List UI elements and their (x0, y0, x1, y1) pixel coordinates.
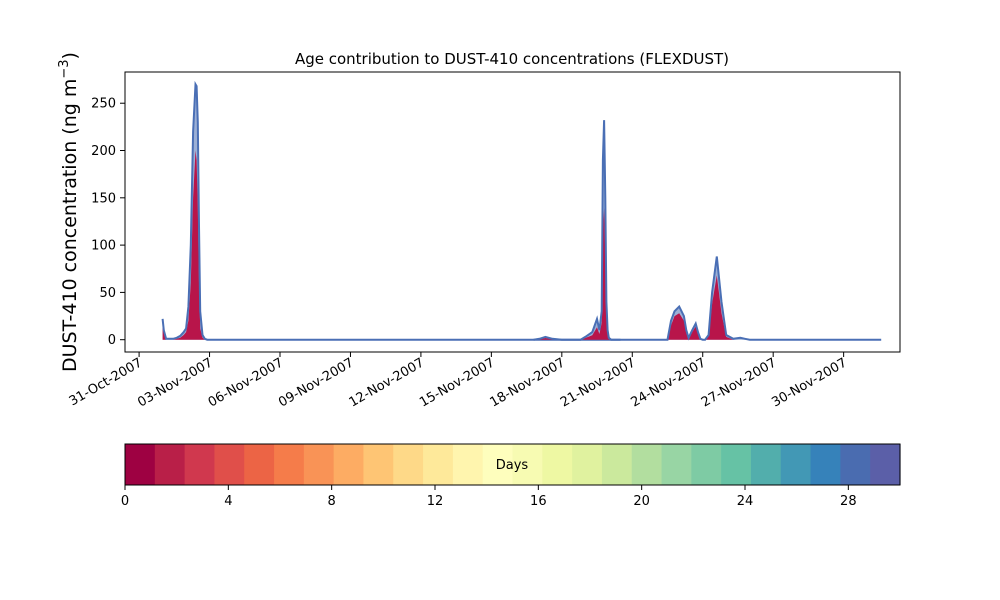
colorbar-tick-label: 24 (737, 494, 754, 509)
colorbar-cell (870, 444, 901, 485)
colorbar-cell (512, 444, 543, 485)
x-tick-label: 09-Nov-2007 (276, 355, 356, 410)
concentration-chart: Age contribution to DUST-410 concentrati… (57, 50, 901, 410)
colorbar-tick-label: 16 (530, 494, 547, 509)
y-tick-label: 150 (91, 191, 116, 206)
plot-area (161, 80, 882, 341)
plot-frame (124, 71, 901, 353)
colorbar-label: Days (496, 458, 529, 473)
colorbar-cell (840, 444, 871, 485)
colorbar-cell (482, 444, 514, 485)
y-axis-label-close: ) (59, 52, 81, 59)
colorbar-cell (303, 444, 335, 485)
colorbar-frame (124, 443, 901, 486)
colorbar-tick-label: 0 (121, 494, 129, 509)
x-tick-label: 21-Nov-2007 (558, 355, 638, 410)
x-tick-label: 30-Nov-2007 (769, 355, 849, 410)
x-tick-label: 06-Nov-2007 (206, 355, 286, 410)
colorbar-cell (750, 444, 782, 485)
colorbar-cell (363, 444, 394, 485)
colorbar-cell (184, 444, 216, 485)
colorbar-cell (780, 444, 812, 485)
x-tick-label: 24-Nov-2007 (628, 355, 708, 410)
colorbar-tick-label: 28 (840, 494, 857, 509)
recent-age-area (162, 150, 882, 340)
y-tick-label: 200 (91, 144, 116, 159)
colorbar-cell (423, 444, 454, 485)
x-tick-label: 15-Nov-2007 (417, 355, 497, 410)
colorbar-cell (572, 444, 603, 485)
y-axis-label-superscript: −3 (57, 59, 72, 78)
y-axis: 0 50 100 150 200 250 (91, 97, 125, 348)
y-tick-label: 50 (99, 286, 116, 301)
colorbar-cell (214, 444, 245, 485)
x-tick-label: 18-Nov-2007 (488, 355, 568, 410)
y-tick-label: 100 (91, 239, 116, 254)
colorbar-cell (452, 444, 484, 485)
colorbar-cell (274, 444, 305, 485)
total-line (161, 80, 882, 341)
x-tick-label: 27-Nov-2007 (699, 355, 779, 410)
colorbar-tick-label: 20 (633, 494, 650, 509)
colorbar-cell (333, 444, 365, 485)
x-axis: 31-Oct-200703-Nov-200706-Nov-200709-Nov-… (67, 352, 850, 410)
x-tick-label: 12-Nov-2007 (347, 355, 427, 410)
y-tick-label: 0 (108, 333, 116, 348)
colorbar-cell (393, 444, 424, 485)
peak-recent-area (533, 208, 621, 340)
peak-line (533, 120, 621, 341)
colorbar-cell (244, 444, 275, 485)
colorbar-tick-label: 8 (328, 494, 336, 509)
colorbar-cell (721, 444, 752, 485)
chart-title: Age contribution to DUST-410 concentrati… (295, 50, 729, 68)
colorbar-tick-label: 12 (427, 494, 444, 509)
age-colorbar: Days 0 4 8 12 16 20 24 28 (121, 443, 901, 509)
y-tick-label: 250 (91, 97, 116, 112)
colorbar-cell (154, 444, 186, 485)
colorbar-cell (631, 444, 663, 485)
colorbar-cell (125, 444, 156, 485)
colorbar-cell (542, 444, 573, 485)
colorbar-cell (601, 444, 633, 485)
x-tick-label: 03-Nov-2007 (135, 355, 215, 410)
colorbar-tick-label: 4 (224, 494, 232, 509)
total-area (162, 84, 882, 340)
colorbar-cell (691, 444, 722, 485)
colorbar-cell (661, 444, 692, 485)
colorbar-cell (810, 444, 841, 485)
colorbar-ticks: 0 4 8 12 16 20 24 28 (121, 485, 857, 509)
y-axis-label-main: DUST-410 concentration (ng m (59, 79, 81, 372)
y-axis-label: DUST-410 concentration (ng m−3) (57, 52, 81, 372)
colorbar-cells (125, 444, 901, 485)
